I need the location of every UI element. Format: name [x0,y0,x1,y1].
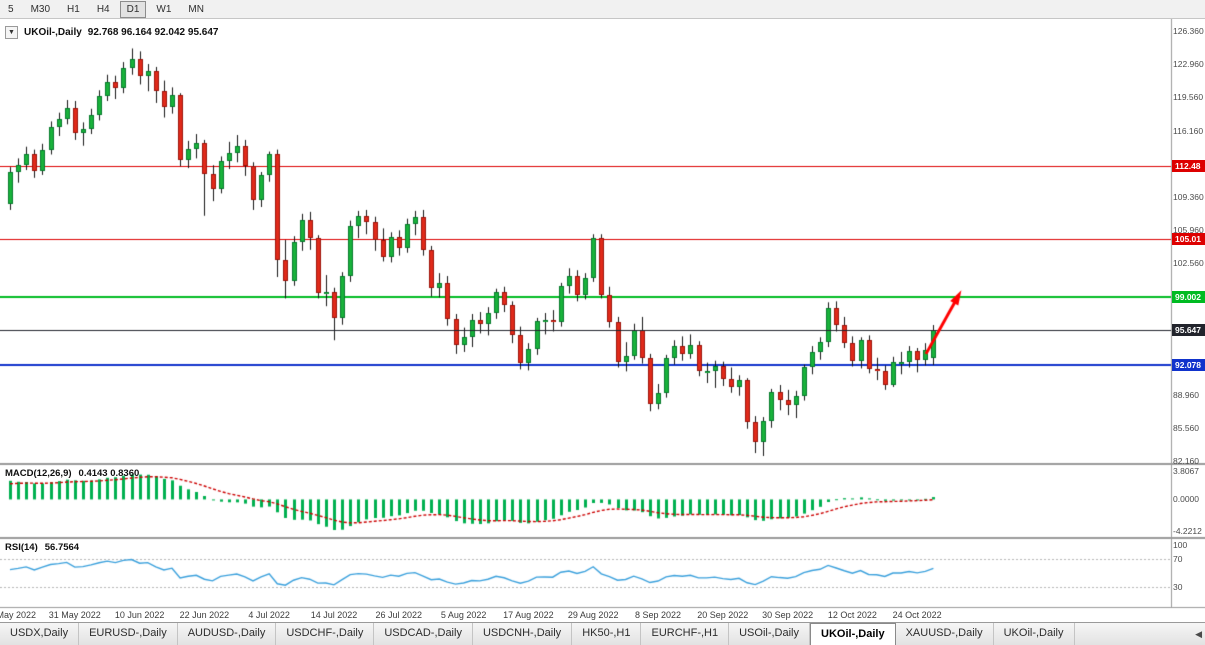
rsi-indicator-header: RSI(14) 56.7564 [5,542,79,553]
date-axis-label: 17 Aug 2022 [503,610,554,620]
date-axis-label: 14 Jul 2022 [310,610,358,620]
timeframe-button-m30[interactable]: M30 [30,3,51,15]
price-axis-label: 85.560 [1173,423,1199,434]
date-axis-label: 24 Oct 2022 [892,610,942,620]
macd-axis-label: 3.8067 [1173,466,1199,477]
timeframe-button-h1[interactable]: H1 [67,3,80,15]
rsi-value: 56.7564 [44,542,80,553]
date-axis-label: 4 Jul 2022 [248,610,290,620]
symbol-tab-ukoil-daily[interactable]: UKOil-,Daily [810,623,896,645]
macd-axis-label: 0.0000 [1173,494,1199,505]
hline-price-badge: 92.078 [1172,359,1205,371]
price-axis-label: 109.360 [1173,191,1204,202]
symbol-tab-hk50-h1[interactable]: HK50-,H1 [572,623,642,645]
hline-price-badge: 112.48 [1172,160,1205,172]
rsi-axis-label: 100 [1173,540,1188,550]
price-axis-label: 119.560 [1173,92,1204,103]
date-axis-label: 12 Oct 2022 [827,610,877,620]
price-chart-canvas[interactable] [0,19,1205,622]
rsi-label: RSI(14) [5,542,38,553]
timeframe-button-5[interactable]: 5 [8,3,14,15]
symbol-tab-ukoil-daily[interactable]: UKOil-,Daily [994,623,1075,645]
date-axis-label: 10 Jun 2022 [114,610,165,620]
price-axis-label: 102.560 [1173,257,1204,268]
price-axis-label: 82.160 [1173,456,1199,467]
date-axis-label: 20 Sep 2022 [697,610,749,620]
date-axis-label: 30 Sep 2022 [762,610,814,620]
chart-symbol-header: ▼ UKOil-,Daily 92.768 96.164 92.042 95.6… [5,26,218,39]
date-axis-label: 5 Aug 2022 [440,610,487,620]
symbol-tab-eurusd-daily[interactable]: EURUSD-,Daily [79,623,178,645]
macd-indicator-header: MACD(12,26,9) 0.4143 0.8360 [5,468,139,479]
date-axis-label: 8 Sep 2022 [634,610,682,620]
timeframe-button-h4[interactable]: H4 [96,3,110,15]
timeframe-button-d1[interactable]: D1 [119,0,147,18]
chart-panel: ▼ UKOil-,Daily 92.768 96.164 92.042 95.6… [0,19,1205,622]
symbol-tab-audusd-daily[interactable]: AUDUSD-,Daily [178,623,277,645]
rsi-axis-label: 70 [1173,554,1183,565]
macd-axis-label: -4.2212 [1173,525,1202,536]
timeframe-button-w1[interactable]: W1 [156,3,172,15]
symbol-tab-bar: USDX,Daily EURUSD-,Daily AUDUSD-,Daily USDC… [0,622,1205,645]
symbol-tab-usdcnh-daily[interactable]: USDCNH-,Daily [473,623,573,645]
price-axis-label: 122.960 [1173,59,1204,70]
timeframe-toolbar: 5 M30 H1 H4 D1 W1 MN [0,0,1205,19]
ohlc-values: 92.768 96.164 92.042 95.647 [87,27,219,38]
symbol-name: UKOil-,Daily [24,27,82,38]
symbol-tab-usdx-daily[interactable]: USDX,Daily [0,623,80,645]
symbol-tab-usdcad-daily[interactable]: USDCAD-,Daily [374,623,473,645]
price-axis-label: 105.960 [1173,224,1204,235]
hline-price-badge: 99.002 [1172,291,1205,303]
collapse-chart-icon[interactable]: ▼ [5,26,18,39]
timeframe-button-mn[interactable]: MN [188,3,204,15]
date-axis-label: 29 Aug 2022 [567,610,619,620]
date-axis-label: 26 Jul 2022 [375,610,423,620]
symbol-tab-eurchf-h1[interactable]: EURCHF-,H1 [641,623,730,645]
hline-price-badge: 105.01 [1172,233,1205,245]
date-axis-label: 19 May 2022 [0,610,37,620]
date-axis-label: 31 May 2022 [48,610,101,620]
symbol-tab-xauusd-daily[interactable]: XAUUSD-,Daily [896,623,994,645]
rsi-axis-label: 30 [1173,581,1183,592]
symbol-tab-usoil-daily[interactable]: USOil-,Daily [729,623,811,645]
symbol-tab-usdchf-daily[interactable]: USDCHF-,Daily [276,623,375,645]
tabs-scroll-left-icon[interactable]: ◀ [1195,629,1202,639]
price-axis-label: 126.360 [1173,26,1204,37]
date-axis-label: 22 Jun 2022 [179,610,230,620]
macd-label: MACD(12,26,9) [5,468,72,479]
price-axis-label: 88.960 [1173,390,1199,401]
macd-values: 0.4143 0.8360 [78,468,140,479]
price-axis-label: 116.160 [1173,125,1204,136]
bid-price-badge: 95.647 [1172,324,1205,336]
